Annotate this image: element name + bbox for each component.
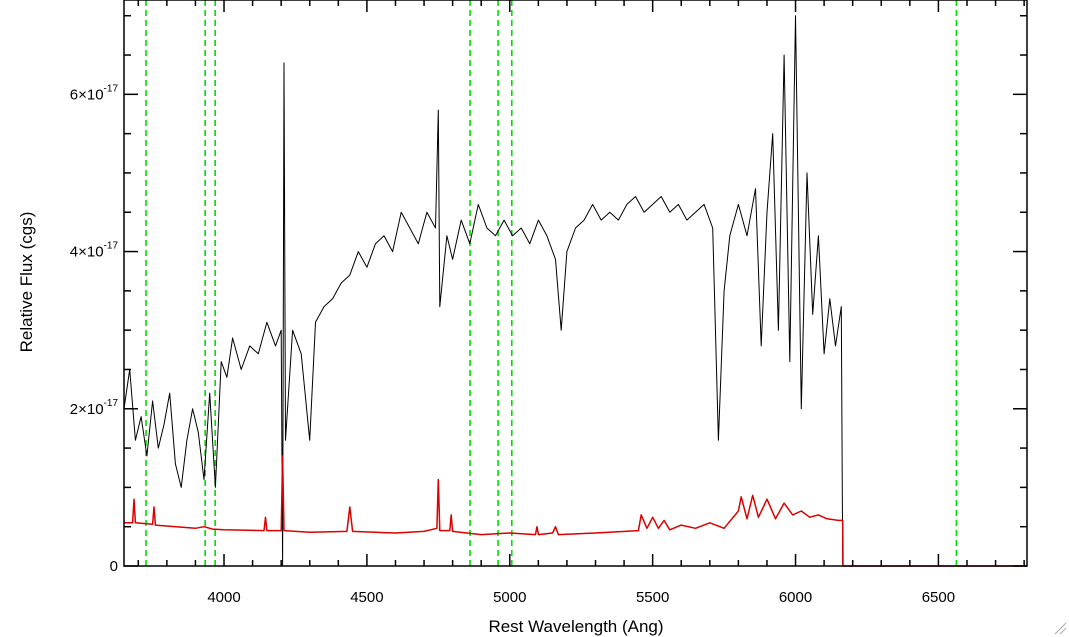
x-tick-label: 5000: [493, 589, 526, 606]
x-tick-label: 4500: [350, 589, 383, 606]
y-tick-exponent: -17: [104, 83, 119, 94]
y-tick-mantissa: 2×10: [70, 401, 104, 418]
y-tick-mantissa: 4×10: [70, 244, 104, 261]
reference-lines: [145, 0, 958, 566]
x-tick-label: 4000: [207, 589, 240, 606]
y-tick-label: 6×10-17: [70, 83, 119, 103]
x-tick-label: 6000: [779, 589, 812, 606]
y-tick-label: 4×10-17: [70, 241, 119, 261]
y-tick-label: 0: [110, 558, 118, 575]
x-tick-label: 6500: [922, 589, 955, 606]
y-tick-labels: 02×10-174×10-176×10-17: [70, 83, 119, 575]
plot-frame: [123, 0, 1028, 567]
y-tick-mantissa: 6×10: [70, 86, 104, 103]
y-tick-exponent: -17: [104, 241, 119, 252]
series-layer: [123, 15, 1027, 567]
series-line-1: [124, 455, 1027, 567]
axis-ticks: [124, 0, 1027, 567]
x-tick-labels: 4000 4500 5000 5500 6000 6500: [207, 589, 955, 606]
y-axis-title: Relative Flux (cgs): [17, 212, 36, 353]
resize-grip-icon[interactable]: [1053, 621, 1067, 635]
series-line-0: [123, 15, 1027, 567]
x-axis-title: Rest Wavelength (Ang): [488, 617, 663, 636]
y-tick-mantissa: 0: [110, 558, 118, 575]
y-tick-exponent: -17: [104, 398, 119, 409]
x-tick-label: 5500: [636, 589, 669, 606]
y-tick-label: 2×10-17: [70, 398, 119, 418]
